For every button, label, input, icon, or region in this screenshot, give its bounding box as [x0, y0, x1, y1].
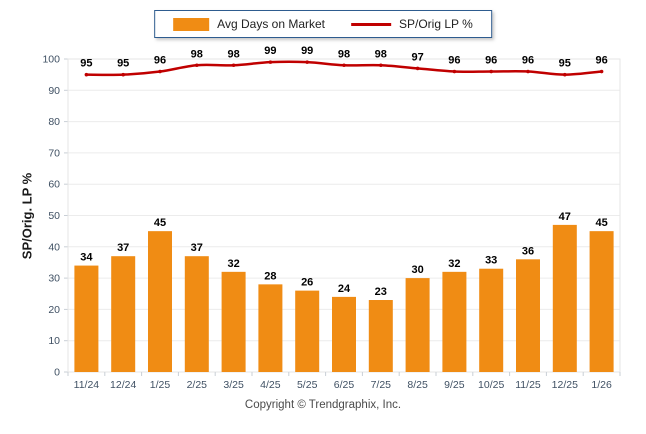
bar-value-label: 37 — [117, 242, 129, 254]
bar — [368, 300, 393, 372]
bar-value-label: 32 — [227, 258, 239, 270]
bar — [552, 224, 577, 372]
bar-value-label: 36 — [522, 245, 534, 257]
bar — [516, 259, 540, 372]
line-value-label: 97 — [411, 51, 423, 63]
line-marker — [231, 63, 236, 68]
x-tick-label: 7/25 — [371, 379, 392, 391]
line-value-label: 99 — [301, 46, 313, 57]
line-marker — [268, 60, 273, 64]
y-tick-label: 20 — [48, 304, 60, 316]
bar-value-label: 34 — [80, 252, 93, 264]
line-value-label: 96 — [522, 55, 534, 67]
bar-value-label: 30 — [411, 264, 423, 276]
y-tick-label: 80 — [48, 116, 60, 128]
x-tick-label: 1/26 — [591, 379, 612, 391]
legend: Avg Days on Market SP/Orig LP % — [154, 10, 492, 38]
y-tick-label: 10 — [48, 335, 60, 347]
bar-value-label: 45 — [154, 217, 166, 229]
line-value-label: 98 — [227, 48, 239, 60]
line-value-label: 96 — [448, 55, 460, 67]
line-value-label: 98 — [375, 48, 387, 60]
line-marker — [342, 63, 346, 68]
line-value-label: 95 — [80, 58, 92, 70]
y-tick-label: 30 — [48, 273, 60, 285]
bar — [442, 271, 467, 372]
bar — [184, 256, 209, 372]
y-tick-label: 50 — [48, 210, 60, 222]
bar — [295, 290, 320, 372]
bar — [479, 268, 504, 372]
copyright-text: Copyright © Trendgraphix, Inc. — [244, 399, 402, 411]
x-tick-label: 10/25 — [478, 379, 504, 391]
x-tick-label: 11/25 — [515, 379, 541, 391]
line-value-label: 98 — [338, 48, 350, 60]
y-tick-label: 40 — [48, 241, 60, 253]
line-marker — [526, 69, 530, 74]
bar-value-label: 28 — [264, 270, 276, 282]
line-marker — [121, 72, 125, 77]
line-value-label: 98 — [191, 48, 203, 60]
bar-value-label: 23 — [375, 286, 387, 298]
bar-value-label: 47 — [559, 211, 571, 223]
combo-chart: 0 10 20 30 40 50 60 70 80 90 100 34 11/24 37 12/24 45 1/… — [42, 46, 621, 391]
y-tick-label: 0 — [54, 367, 60, 379]
line-marker — [489, 69, 494, 74]
line-marker — [379, 63, 383, 68]
line-marker — [452, 69, 457, 74]
bar-value-label: 24 — [338, 283, 351, 295]
x-tick-label: 2/25 — [187, 379, 208, 391]
bar — [148, 231, 172, 372]
bar-value-label: 45 — [595, 217, 607, 229]
bar-value-label: 33 — [485, 255, 497, 267]
line-value-label: 95 — [117, 58, 129, 70]
line-marker — [195, 63, 199, 68]
bar-value-label: 32 — [448, 258, 460, 270]
x-tick-label: 4/25 — [260, 379, 281, 391]
line-marker — [599, 69, 604, 74]
x-tick-label: 3/25 — [223, 379, 244, 391]
line-value-label: 96 — [154, 55, 166, 67]
line-legend-swatch — [351, 22, 392, 26]
x-tick-label: 12/24 — [110, 379, 136, 391]
legend-item-bar: Avg Days on Market — [173, 17, 325, 31]
x-tick-label: 11/24 — [74, 379, 100, 391]
x-tick-label: 5/25 — [297, 379, 318, 391]
y-tick-label: 100 — [42, 54, 60, 66]
bar-legend-label: Avg Days on Market — [217, 17, 326, 31]
bar-value-label: 37 — [191, 242, 203, 254]
legend-item-line: SP/Orig LP % — [351, 17, 473, 31]
x-tick-label: 8/25 — [407, 379, 428, 391]
line-marker — [305, 60, 310, 64]
bar — [258, 284, 283, 372]
x-tick-label: 1/25 — [150, 379, 171, 391]
x-tick-label: 6/25 — [334, 379, 355, 391]
bar — [74, 265, 99, 372]
x-tick-label: 12/25 — [552, 379, 578, 391]
bar — [221, 271, 246, 372]
line-marker — [415, 66, 420, 71]
line-marker — [84, 72, 89, 77]
y-tick-label: 60 — [48, 179, 60, 191]
bar-value-label: 26 — [301, 277, 313, 289]
bar — [405, 278, 430, 372]
y-tick-label: 70 — [48, 147, 60, 159]
line-marker — [158, 69, 162, 74]
line-value-label: 95 — [559, 58, 571, 70]
bar — [111, 256, 136, 372]
bar-legend-swatch — [173, 17, 210, 31]
bar — [332, 296, 356, 372]
line-marker — [563, 72, 567, 77]
line-value-label: 96 — [595, 55, 607, 67]
x-tick-label: 9/25 — [444, 379, 465, 391]
bar — [589, 231, 614, 372]
y-tick-label: 90 — [48, 85, 60, 97]
line-legend-label: SP/Orig LP % — [399, 17, 473, 31]
line-value-label: 96 — [485, 55, 497, 67]
line-value-label: 99 — [264, 46, 276, 57]
